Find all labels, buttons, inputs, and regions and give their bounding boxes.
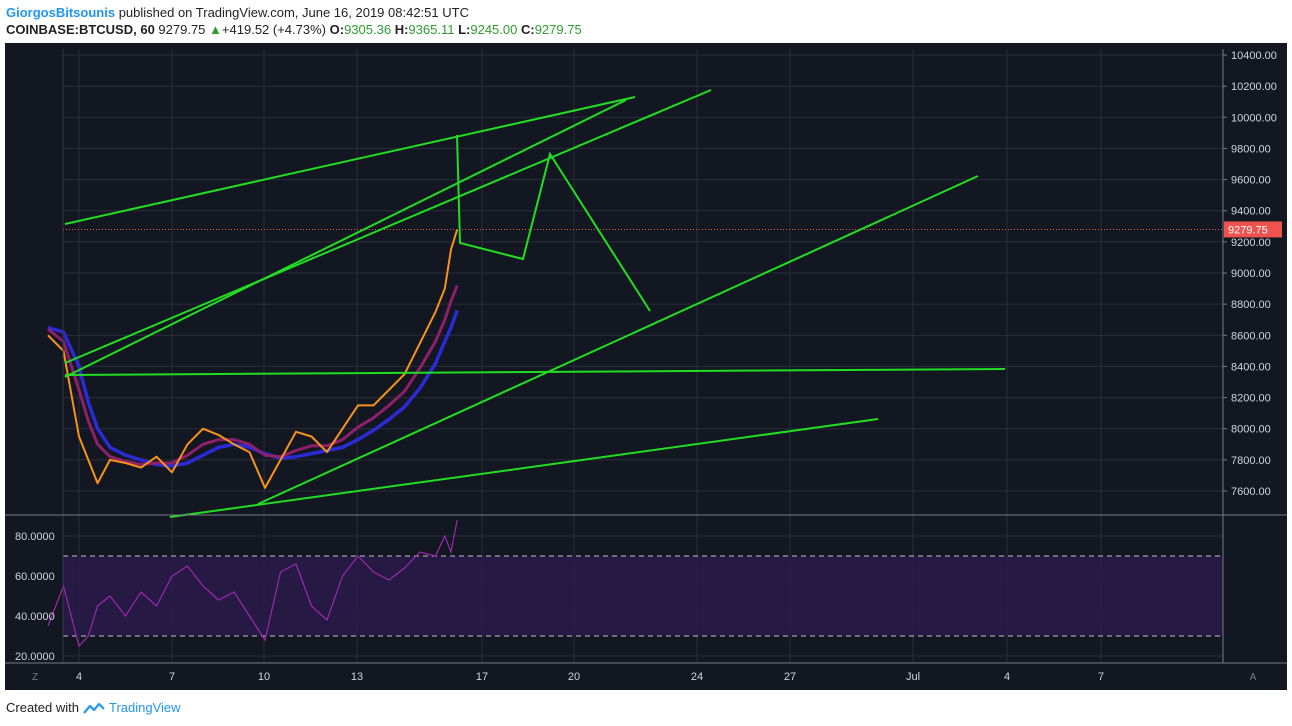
low-value: 9245.00: [470, 22, 518, 37]
price-tick-label: 7600.00: [1231, 486, 1271, 498]
rsi-band-fill: [63, 556, 1223, 636]
rsi-line: [47, 519, 458, 648]
last-price-tag-bg: [1224, 221, 1282, 238]
price-tick-label: 9800.00: [1231, 143, 1271, 155]
last-price: 9279.75: [158, 22, 206, 37]
trendline-2[interactable]: [64, 99, 627, 378]
rsi-tick-label: 40.0000: [15, 611, 55, 623]
time-tick-label: 13: [351, 671, 363, 683]
open-label: O:: [329, 22, 345, 37]
price-tick-label: 10200.00: [1231, 81, 1277, 93]
publish-line: GiorgosBitsounis published on TradingVie…: [6, 4, 582, 21]
close-value: 9279.75: [534, 22, 582, 37]
ohlc-line: COINBASE:BTCUSD, 60 9279.75 ▲+419.52 (+4…: [6, 21, 582, 38]
ema-fast-line: [47, 284, 459, 466]
price-line: [47, 229, 459, 489]
price-tick-label: 10400.00: [1231, 50, 1277, 62]
tradingview-logo-icon: [83, 702, 105, 714]
trendline-4[interactable]: [64, 368, 1006, 376]
high-value: 9365.11: [408, 22, 455, 37]
rsi-tick-label: 20.0000: [15, 651, 55, 663]
trendline-7[interactable]: [456, 134, 651, 312]
time-tick-label: 7: [1098, 671, 1104, 683]
published-text: published on TradingView.com, June 16, 2…: [118, 5, 469, 20]
trendline-6[interactable]: [169, 418, 879, 518]
axes: 10400.00 10200.00 10000.00 9800.00 9600.00 94…: [5, 49, 1287, 683]
rsi-tick-label: 80.0000: [15, 531, 55, 543]
price-tag: 9279.75: [1224, 221, 1282, 238]
footer: Created with TradingView: [6, 700, 181, 715]
price-tick-label: 8800.00: [1231, 299, 1271, 311]
ema-slow-line: [47, 309, 459, 468]
time-tick-label: 4: [76, 671, 82, 683]
symbol-label: COINBASE:BTCUSD, 60: [6, 22, 155, 37]
price-tick-label: 10000.00: [1231, 112, 1277, 124]
price-tick-label: 8400.00: [1231, 361, 1271, 373]
price-tick-label: 9200.00: [1231, 237, 1271, 249]
time-tick-label: Jul: [906, 671, 920, 683]
trendline-drawings[interactable]: [64, 89, 1006, 518]
chart-header: GiorgosBitsounis published on TradingVie…: [6, 4, 582, 38]
close-label: C:: [520, 22, 535, 37]
rsi-band: [63, 555, 1223, 637]
price-tick-label: 8600.00: [1231, 330, 1271, 342]
chart-svg[interactable]: 10400.00 10200.00 10000.00 9800.00 9600.00 94…: [5, 43, 1287, 690]
corner-left-label[interactable]: Z: [32, 672, 38, 683]
time-tick-label: 27: [784, 671, 796, 683]
high-label: H:: [394, 22, 409, 37]
price-change: +419.52 (+4.73%): [221, 22, 326, 37]
price-tick-label: 9600.00: [1231, 175, 1271, 187]
price-tick-label: 9000.00: [1231, 268, 1271, 280]
time-tick-label: 4: [1004, 671, 1010, 683]
corner-right-label[interactable]: A: [1250, 672, 1257, 683]
trendline-3[interactable]: [64, 89, 712, 364]
price-tick-label: 8000.00: [1231, 424, 1271, 436]
last-price-tag-label: 9279.75: [1228, 224, 1268, 236]
time-tick-label: 17: [476, 671, 488, 683]
trendline-1[interactable]: [64, 96, 636, 225]
open-value: 9305.36: [344, 22, 392, 37]
rsi-tick-label: 60.0000: [15, 571, 55, 583]
time-tick-label: 7: [169, 671, 175, 683]
author-link[interactable]: GiorgosBitsounis: [6, 5, 116, 20]
time-tick-label: 10: [258, 671, 270, 683]
price-tick-label: 7800.00: [1231, 455, 1271, 467]
trendline-5[interactable]: [257, 175, 979, 505]
price-tick-label: 9400.00: [1231, 206, 1271, 218]
created-with-text: Created with: [6, 700, 79, 715]
up-arrow-icon: ▲: [209, 22, 222, 37]
tradingview-brand[interactable]: TradingView: [108, 700, 181, 715]
time-tick-label: 20: [568, 671, 580, 683]
price-tick-label: 8200.00: [1231, 393, 1271, 405]
time-tick-label: 24: [691, 671, 703, 683]
low-label: L:: [458, 22, 471, 37]
chart-area[interactable]: 10400.00 10200.00 10000.00 9800.00 9600.00 94…: [5, 43, 1287, 690]
price-series: [47, 228, 1223, 648]
